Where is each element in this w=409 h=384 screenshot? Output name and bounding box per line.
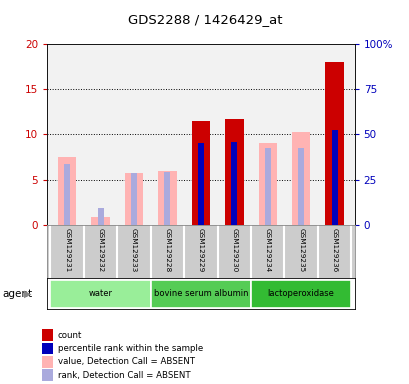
Text: GSM129231: GSM129231 — [64, 228, 70, 272]
Bar — [191, 121, 209, 225]
Text: ▶: ▶ — [24, 289, 31, 299]
Bar — [264, 148, 270, 225]
Bar — [325, 62, 343, 225]
Bar — [42, 369, 53, 381]
Bar — [231, 142, 237, 225]
Text: GSM129232: GSM129232 — [97, 228, 103, 272]
Bar — [131, 173, 137, 225]
Bar — [164, 172, 170, 225]
Bar — [291, 132, 310, 225]
Bar — [42, 343, 53, 354]
Text: GSM129235: GSM129235 — [297, 228, 303, 272]
Text: GSM129236: GSM129236 — [331, 228, 337, 272]
Text: percentile rank within the sample: percentile rank within the sample — [58, 344, 202, 353]
Bar — [331, 130, 337, 225]
FancyBboxPatch shape — [50, 280, 151, 308]
Text: GDS2288 / 1426429_at: GDS2288 / 1426429_at — [128, 13, 281, 26]
Text: rank, Detection Call = ABSENT: rank, Detection Call = ABSENT — [58, 371, 190, 380]
Text: agent: agent — [2, 289, 32, 299]
Bar — [225, 119, 243, 225]
Text: value, Detection Call = ABSENT: value, Detection Call = ABSENT — [58, 358, 194, 366]
Text: GSM129233: GSM129233 — [131, 228, 137, 272]
Bar — [97, 209, 103, 225]
Bar — [42, 356, 53, 368]
Bar — [198, 144, 203, 225]
Bar — [42, 329, 53, 341]
Bar — [58, 157, 76, 225]
Text: lactoperoxidase: lactoperoxidase — [267, 289, 334, 298]
FancyBboxPatch shape — [250, 280, 351, 308]
Bar — [297, 148, 303, 225]
Text: GSM129228: GSM129228 — [164, 228, 170, 272]
FancyBboxPatch shape — [151, 280, 250, 308]
Bar — [158, 171, 176, 225]
Text: water: water — [88, 289, 112, 298]
Bar — [64, 164, 70, 225]
Text: count: count — [58, 331, 82, 339]
Bar — [258, 144, 276, 225]
Text: bovine serum albumin: bovine serum albumin — [153, 289, 247, 298]
Text: GSM129229: GSM129229 — [198, 228, 203, 272]
Bar — [91, 217, 110, 225]
Text: GSM129230: GSM129230 — [231, 228, 237, 272]
Bar — [125, 173, 143, 225]
Text: GSM129234: GSM129234 — [264, 228, 270, 272]
